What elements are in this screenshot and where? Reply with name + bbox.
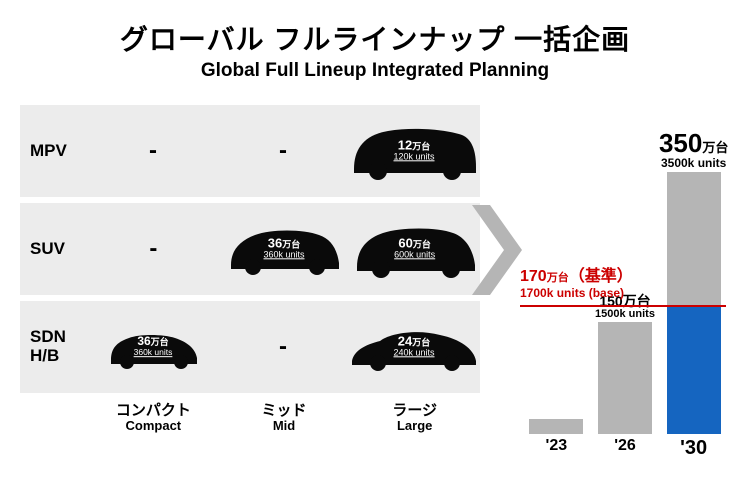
car-label: 36万台 360k units (134, 335, 173, 357)
x-label: '23 (526, 437, 587, 460)
car-silhouette: 12万台 120k units (348, 121, 480, 181)
car-label: 12万台 120k units (393, 138, 434, 161)
car-silhouette: 24万台 240k units (348, 323, 480, 371)
row-label: SDNH/B (20, 328, 88, 365)
car-silhouette: 36万台 360k units (225, 221, 343, 277)
matrix-cell: 12万台 120k units (348, 121, 480, 181)
dash-icon: - (279, 333, 287, 361)
car-silhouette: 60万台 600k units (351, 219, 479, 279)
matrix-cell: 24万台 240k units (348, 323, 480, 371)
x-label: '30 (663, 437, 724, 460)
dash-icon: - (149, 137, 157, 165)
header: グローバル フルラインナップ 一括企画 Global Full Lineup I… (0, 0, 750, 82)
car-label: 60万台 600k units (394, 236, 435, 259)
bar-segment (598, 322, 652, 435)
matrix-row: SUV - 36万台 360k units 60万台 600k units (20, 203, 480, 295)
bar-group: 350万台 3500k units (663, 172, 724, 435)
column-labels: コンパクトCompact ミッドMid ラージLarge (20, 399, 480, 433)
x-axis-labels: '23 '26 '30 (520, 437, 730, 460)
bar-group: 150万台1500k units (595, 322, 656, 435)
column-label: コンパクトCompact (88, 399, 219, 433)
dash-icon: - (279, 137, 287, 165)
title-jp: グローバル フルラインナップ 一括企画 (0, 18, 750, 58)
arrow-icon (472, 205, 522, 295)
matrix-cell: 36万台 360k units (219, 221, 350, 277)
bar-segment (667, 172, 721, 307)
matrix-cell: - (88, 137, 218, 165)
vehicle-matrix: MPV - - 12万台 120k units SUV - 36万台 360k uni… (20, 105, 480, 433)
matrix-row: MPV - - 12万台 120k units (20, 105, 480, 197)
volume-chart: 150万台1500k units 350万台 3500k units '23 '26… (520, 105, 730, 460)
matrix-cell: 36万台 360k units (88, 324, 218, 370)
main-content: MPV - - 12万台 120k units SUV - 36万台 360k uni… (0, 105, 750, 433)
row-label: SUV (20, 240, 88, 259)
column-label: ミッドMid (219, 399, 350, 433)
matrix-cell: - (218, 137, 348, 165)
matrix-cell: - (218, 333, 348, 361)
car-label: 24万台 240k units (393, 334, 434, 357)
car-silhouette: 36万台 360k units (103, 324, 203, 370)
row-label: MPV (20, 142, 88, 161)
bar-label: 350万台 3500k units (659, 130, 728, 170)
car-label: 36万台 360k units (263, 236, 304, 259)
bar-segment (667, 307, 721, 435)
title-en: Global Full Lineup Integrated Planning (0, 60, 750, 82)
bar-group (526, 419, 587, 434)
matrix-cell: - (88, 235, 219, 263)
column-label: ラージLarge (349, 399, 480, 433)
x-label: '26 (595, 437, 656, 460)
bar: 150万台1500k units (598, 322, 652, 435)
bar (529, 419, 583, 434)
matrix-row: SDNH/B 36万台 360k units - 24万台 240k units (20, 301, 480, 393)
bar-segment (529, 419, 583, 434)
bar: 350万台 3500k units (667, 172, 721, 435)
baseline-label: 170万台（基準） 1700k units (base) (520, 267, 633, 301)
matrix-cell: 60万台 600k units (349, 219, 480, 279)
dash-icon: - (149, 235, 157, 263)
baseline-line (520, 305, 726, 307)
